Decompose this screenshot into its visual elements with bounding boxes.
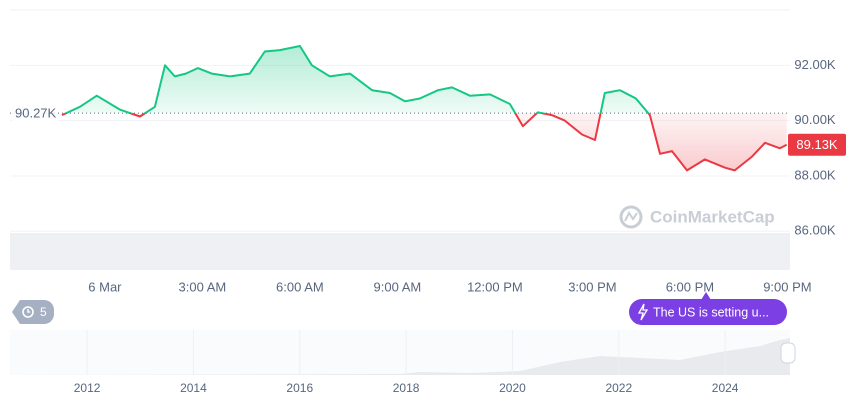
x-tick-label: 9:00 AM bbox=[374, 279, 422, 294]
navigator-area bbox=[10, 338, 790, 375]
badge-count: 5 bbox=[40, 305, 47, 319]
baseline-label-bg bbox=[12, 104, 58, 123]
x-tick-label: 6:00 AM bbox=[276, 279, 324, 294]
history-badge[interactable]: 5 bbox=[12, 300, 54, 324]
navigator-tick-label: 2020 bbox=[499, 381, 526, 395]
area-down bbox=[62, 113, 787, 171]
navigator-tick-label: 2024 bbox=[712, 381, 739, 395]
last-price-label: 89.13K bbox=[796, 137, 838, 152]
event-pill[interactable]: The US is setting u... bbox=[629, 292, 787, 325]
price-line-down bbox=[61, 113, 788, 172]
navigator-handle[interactable] bbox=[780, 342, 796, 364]
area-up bbox=[62, 46, 787, 114]
last-price-box bbox=[788, 133, 846, 156]
y-tick-label: 90.00K bbox=[794, 112, 836, 127]
navigator-tick-label: 2022 bbox=[605, 381, 632, 395]
x-tick-label: 9:00 PM bbox=[763, 279, 811, 294]
navigator-tick-label: 2016 bbox=[286, 381, 313, 395]
x-tick-label: 6:00 PM bbox=[666, 279, 714, 294]
navigator-tick-label: 2012 bbox=[74, 381, 101, 395]
x-tick-label: 12:00 PM bbox=[467, 279, 523, 294]
x-tick-label: 3:00 AM bbox=[179, 279, 227, 294]
navigator-tick-label: 2014 bbox=[180, 381, 207, 395]
event-text: The US is setting u... bbox=[653, 305, 769, 319]
navigator-tick-label: 2018 bbox=[393, 381, 420, 395]
price-line-up bbox=[63, 45, 650, 114]
y-tick-label: 92.00K bbox=[794, 57, 836, 72]
baseline-label: 90.27K bbox=[15, 106, 57, 121]
y-tick-label: 88.00K bbox=[794, 167, 836, 182]
watermark-text: CoinMarketCap bbox=[650, 207, 775, 226]
x-tick-label: 3:00 PM bbox=[568, 279, 616, 294]
watermark: CoinMarketCap bbox=[619, 205, 775, 229]
x-tick-label: 6 Mar bbox=[88, 279, 122, 294]
y-tick-label: 86.00K bbox=[794, 223, 836, 238]
volume-strip bbox=[10, 233, 790, 270]
